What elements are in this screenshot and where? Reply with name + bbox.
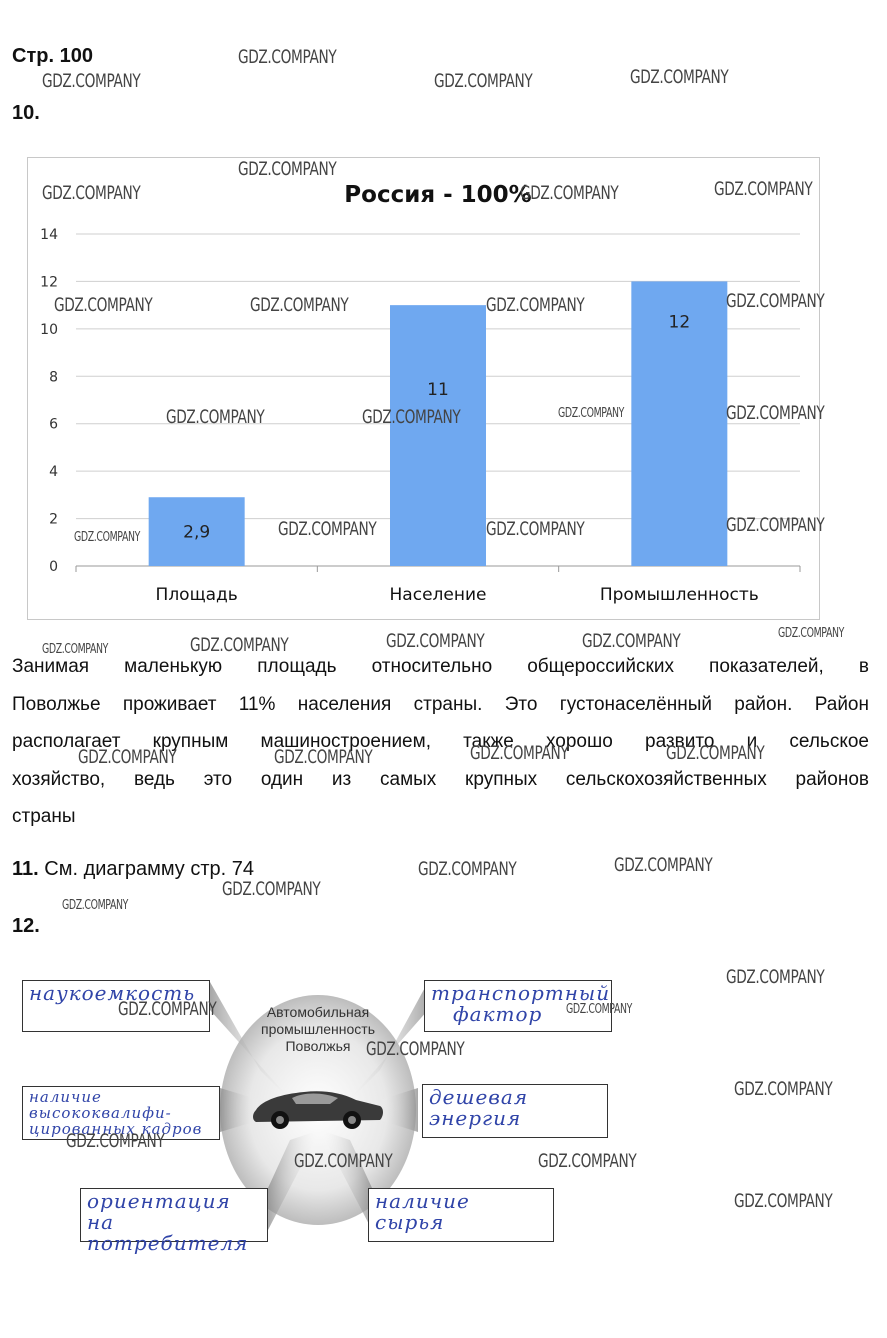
watermark: GDZ.COMPANY	[238, 46, 337, 68]
paragraph-line: страны	[12, 806, 76, 827]
y-tick-label: 0	[49, 559, 58, 575]
factor-box: наличие сырья	[368, 1188, 554, 1242]
watermark: GDZ.COMPANY	[614, 854, 713, 876]
question-11-label: 11.	[12, 858, 39, 880]
bar-data-label: 2,9	[183, 523, 210, 543]
factor-box: наличие высококвалифи- цированных кадров	[22, 1086, 220, 1140]
y-tick-label: 4	[49, 464, 58, 480]
watermark: GDZ.COMPANY	[734, 1078, 833, 1100]
paragraph-line: Поволжье проживает 11% населения страны.…	[12, 693, 869, 715]
x-category-label: Промышленность	[600, 585, 759, 605]
diagram-center-label: Автомобильная промышленность Поволжья	[261, 1004, 375, 1054]
bar-data-label: 12	[669, 312, 691, 332]
factor-box: транспортный фактор	[424, 980, 612, 1032]
chart-title: Россия - 100%	[344, 182, 531, 208]
y-tick-label: 14	[40, 227, 58, 243]
factor-box: дешевая энергия	[422, 1084, 608, 1138]
watermark: GDZ.COMPANY	[778, 626, 845, 641]
watermark: GDZ.COMPANY	[62, 898, 129, 913]
chart-frame: Россия - 100% 0 2 4 6 8 10 12 14 2,9 Площадь 11 Насе…	[27, 157, 820, 620]
question-12-label: 12.	[12, 915, 40, 937]
question-10-label: 10.	[12, 102, 40, 124]
car-icon	[253, 1091, 383, 1129]
bar	[631, 281, 728, 566]
diagram-background	[210, 982, 428, 1230]
watermark: GDZ.COMPANY	[726, 966, 825, 988]
answer-paragraph: Занимая маленькую площадь относительно о…	[12, 648, 869, 836]
y-tick-label: 12	[40, 274, 58, 290]
bar	[148, 497, 245, 566]
y-tick-label: 8	[49, 369, 58, 385]
y-tick-label: 2	[49, 512, 58, 528]
factor-box: ориентация на потребителя	[80, 1188, 268, 1254]
y-tick-label: 10	[40, 322, 58, 338]
page-ref: Стр. 100	[12, 45, 93, 67]
watermark: GDZ.COMPANY	[630, 66, 729, 88]
y-tick-label: 6	[49, 417, 58, 433]
watermark: GDZ.COMPANY	[418, 858, 517, 880]
bar	[390, 305, 486, 566]
factor-box: наукоемкость	[22, 980, 210, 1032]
question-11: 11. См. диаграмму стр. 74	[12, 858, 254, 881]
x-category-label: Площадь	[156, 585, 238, 605]
factors-diagram: Автомобильная промышленность Поволжья на…	[0, 960, 700, 1260]
watermark: GDZ.COMPANY	[734, 1190, 833, 1212]
question-11-text: См. диаграмму стр. 74	[38, 858, 254, 880]
paragraph-line: располагает крупным машиностроением, так…	[12, 731, 869, 752]
watermark: GDZ.COMPANY	[222, 878, 321, 900]
watermark: GDZ.COMPANY	[42, 70, 141, 92]
paragraph-line: хозяйство, ведь это один из самых крупны…	[12, 768, 869, 790]
bar-chart: Россия - 100% 0 2 4 6 8 10 12 14 2,9 Площадь 11 Насе…	[40, 182, 801, 605]
bar-data-label: 11	[427, 380, 449, 400]
paragraph-line: Занимая маленькую площадь относительно о…	[12, 656, 869, 677]
watermark: GDZ.COMPANY	[434, 70, 533, 92]
x-category-label: Население	[390, 585, 487, 605]
